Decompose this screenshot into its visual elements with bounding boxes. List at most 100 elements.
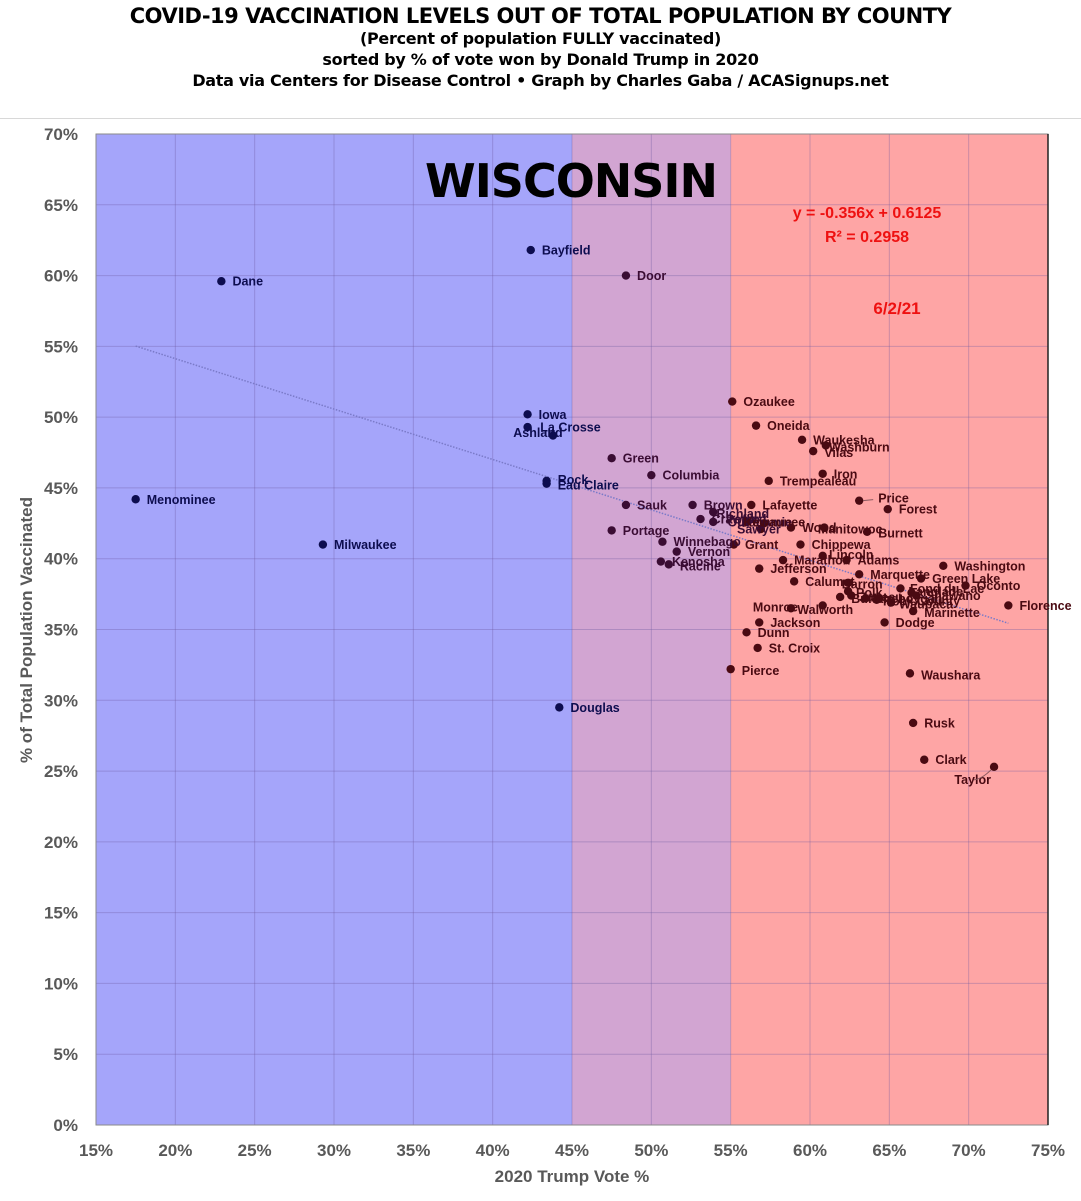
data-label: Winnebago — [674, 535, 742, 549]
y-axis-title: % of Total Population Vaccinated — [17, 497, 36, 763]
data-point — [961, 581, 970, 590]
region-purple — [572, 134, 731, 1125]
data-label: Sheboygan — [875, 592, 942, 606]
data-point — [664, 560, 673, 569]
chart-credit: Data via Centers for Disease Control • G… — [192, 71, 889, 90]
chart-header: COVID-19 VACCINATION LEVELS OUT OF TOTAL… — [0, 6, 1081, 94]
y-tick-label: 60% — [44, 267, 78, 286]
data-point — [835, 592, 845, 602]
data-label: Adams — [858, 554, 900, 568]
x-tick-label: 25% — [238, 1141, 272, 1160]
data-label: Green — [623, 452, 659, 466]
y-tick-label: 20% — [44, 833, 78, 852]
data-label: Eau Claire — [558, 479, 619, 493]
data-point — [789, 577, 799, 586]
data-point — [854, 570, 864, 579]
data-label: Sawyer — [737, 522, 781, 536]
data-label: Brown — [704, 498, 743, 512]
data-label: Menominee — [147, 493, 216, 507]
data-label: Fond du Lac — [910, 582, 984, 596]
data-label: Shawano — [926, 589, 981, 603]
data-point — [688, 500, 697, 510]
data-point — [656, 557, 666, 566]
data-point — [818, 551, 827, 561]
data-point — [548, 431, 558, 440]
data-point — [862, 527, 872, 537]
data-point — [808, 446, 818, 456]
data-label: Dane — [232, 275, 263, 289]
data-point — [742, 517, 751, 527]
data-point — [753, 643, 762, 653]
data-point — [854, 496, 864, 505]
trendline-r-squared: R² = 0.2958 — [825, 229, 909, 246]
x-tick-label: 75% — [1031, 1141, 1065, 1160]
data-point — [759, 519, 769, 528]
data-label: Sauk — [637, 498, 667, 512]
data-point — [796, 540, 805, 549]
x-tick-label: 35% — [396, 1141, 430, 1160]
data-label: Iron — [834, 467, 858, 481]
data-point — [908, 718, 918, 728]
data-point — [821, 441, 831, 450]
data-label: Rusk — [924, 716, 955, 730]
data-point — [647, 470, 656, 480]
data-point — [886, 598, 896, 607]
data-point — [820, 523, 829, 532]
data-label: Waupaca — [899, 598, 954, 612]
data-point — [818, 469, 827, 478]
data-point — [131, 495, 140, 504]
data-point — [916, 574, 926, 583]
data-label: La Crosse — [540, 421, 600, 435]
data-point — [742, 628, 751, 637]
data-label: Langlade — [908, 585, 963, 599]
trendline — [135, 345, 1009, 624]
data-label: Oconto — [977, 579, 1021, 593]
taylor-leader-line — [973, 769, 992, 781]
y-tick-label: 70% — [44, 125, 78, 144]
data-label: Portage — [623, 524, 670, 538]
data-point — [747, 500, 756, 510]
y-tick-label: 45% — [44, 479, 78, 498]
x-tick-label: 65% — [872, 1141, 906, 1160]
y-tick-label: 10% — [44, 974, 78, 993]
chart-frame — [0, 118, 1081, 1201]
data-label: Polk — [856, 586, 882, 600]
data-label: Marathon — [794, 554, 850, 568]
data-point — [861, 594, 870, 603]
data-point — [621, 271, 631, 280]
price-leader-line — [863, 499, 874, 502]
data-label: Ashland — [513, 426, 562, 440]
x-tick-label: 60% — [793, 1141, 827, 1160]
data-label: Kenosha — [672, 555, 726, 569]
data-point — [658, 537, 667, 546]
trendline-group — [135, 345, 1009, 624]
data-point — [847, 591, 856, 600]
data-point — [709, 517, 718, 527]
x-tick-label: 15% — [79, 1141, 113, 1160]
x-tick-label: 30% — [317, 1141, 351, 1160]
data-point — [896, 584, 905, 593]
data-points — [131, 245, 1013, 772]
data-label: Forest — [899, 503, 938, 517]
data-point — [883, 504, 892, 514]
data-label: Calumet — [805, 575, 855, 589]
data-label: Waushara — [921, 668, 981, 682]
data-label: Racine — [680, 559, 721, 573]
data-label: Crawford — [712, 513, 767, 527]
trendline-equation: y = -0.356x + 0.6125 — [793, 205, 942, 222]
data-label: Washburn — [829, 440, 890, 454]
data-label: Marinette — [924, 606, 980, 620]
x-tick-label: 45% — [555, 1141, 589, 1160]
data-label: Waukesha — [813, 433, 875, 447]
x-tick-label: 40% — [476, 1141, 510, 1160]
data-point — [786, 604, 796, 613]
chart-subtitle-1: (Percent of population FULLY vaccinated) — [359, 29, 722, 48]
data-point — [728, 397, 737, 406]
y-tick-label: 65% — [44, 196, 78, 215]
data-point — [989, 762, 999, 772]
state-label: WISCONSIN — [425, 154, 717, 208]
data-point — [843, 578, 853, 587]
data-label: Manitowoc — [818, 522, 883, 536]
x-tick-label: 50% — [634, 1141, 668, 1160]
x-tick-label: 20% — [158, 1141, 192, 1160]
